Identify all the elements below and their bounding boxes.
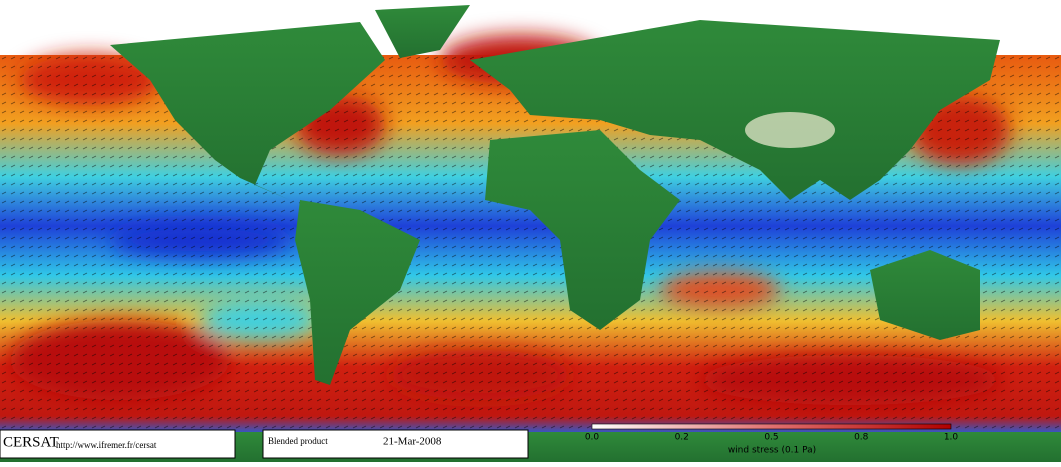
logo-url: http://www.ifremer.fr/cersat [56,440,157,450]
continents [0,5,1061,462]
logo-name: CERSAT [3,434,59,450]
product-box [262,429,529,459]
colorbar [591,423,952,430]
product-date: 21-Mar-2008 [383,436,442,448]
colorbar-ticks: 0.0 0.2 0.5 0.8 1.0 [585,433,959,443]
colorbar-tick-label: 1.0 [944,433,959,443]
colorbar-tick-label: 0.2 [675,433,689,443]
colorbar-label: wind stress (0.1 Pa) [728,446,816,456]
colorbar-tick-label: 0.8 [854,433,869,443]
colorbar-tick-label: 0.0 [585,433,600,443]
product-label: Blended product [268,436,328,446]
plateau [745,112,835,148]
colorbar-tick-label: 0.5 [764,433,778,443]
logo-box [0,429,236,459]
